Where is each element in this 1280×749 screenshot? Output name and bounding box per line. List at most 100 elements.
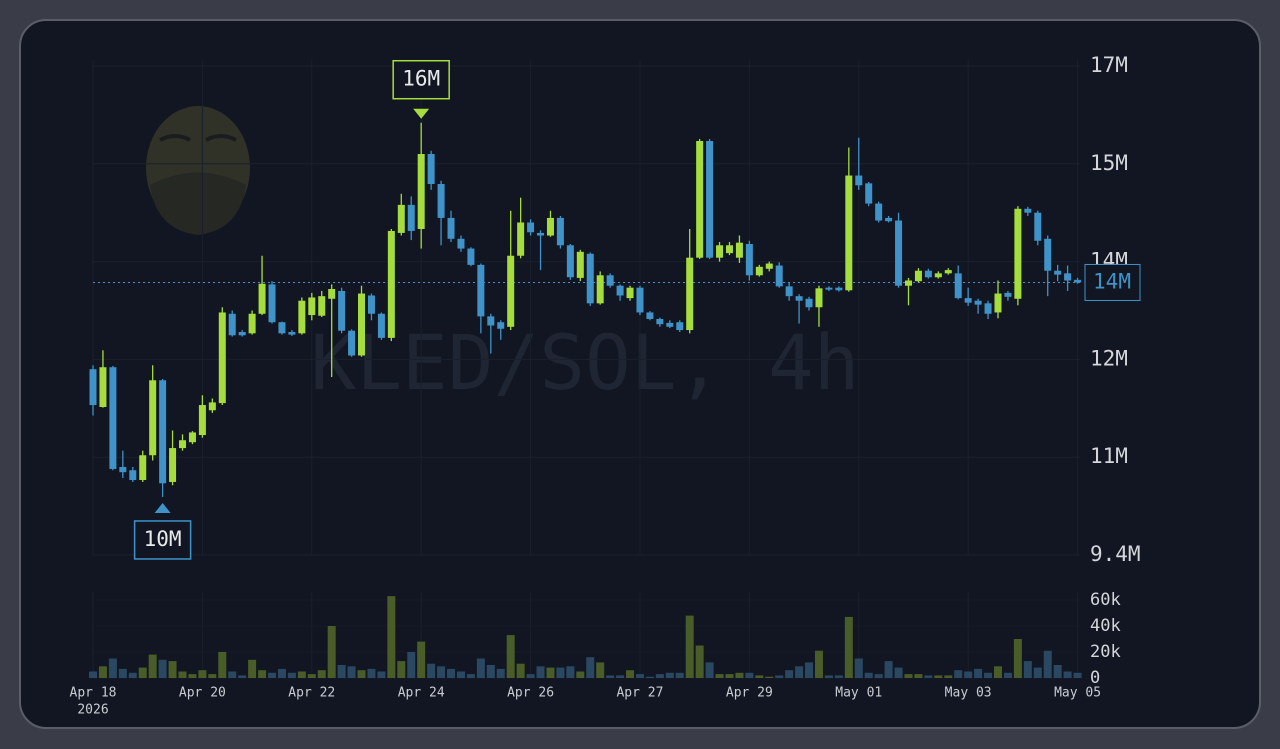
candle-body xyxy=(805,298,813,308)
volume-bar xyxy=(516,663,525,678)
volume-bar xyxy=(158,659,167,678)
volume-bar xyxy=(695,645,704,678)
candle-body xyxy=(626,287,634,299)
candle-body xyxy=(855,175,863,186)
candle-body xyxy=(706,140,714,258)
volume-bar xyxy=(108,658,117,678)
volume-bar xyxy=(1003,672,1012,678)
logo-eyes xyxy=(159,134,237,142)
y-tick-label: 9.4M xyxy=(1090,542,1141,566)
candle-body xyxy=(1004,292,1012,297)
candle-body xyxy=(427,154,435,185)
y-tick-label: 12M xyxy=(1090,346,1128,370)
volume-bar xyxy=(238,675,247,678)
candle-body xyxy=(129,470,137,481)
candle-body xyxy=(358,293,366,356)
candle-body xyxy=(298,300,306,334)
volume-bar xyxy=(924,675,933,678)
volume-bar xyxy=(347,666,356,678)
candle-body xyxy=(546,217,554,236)
candle-body xyxy=(696,140,704,258)
candle-body xyxy=(537,232,545,236)
x-tick-label: May 03 xyxy=(945,686,992,701)
volume-bar xyxy=(258,670,267,678)
volume-bar xyxy=(327,626,336,678)
candle-body xyxy=(248,313,256,334)
candle-body xyxy=(288,332,296,335)
candle-body xyxy=(755,266,763,276)
logo xyxy=(146,106,250,235)
volume-bar xyxy=(367,668,376,678)
volume-tick-label: 60k xyxy=(1090,590,1121,610)
candle-body xyxy=(159,380,167,484)
candle-body xyxy=(258,283,266,314)
candle-body xyxy=(387,230,395,338)
candle-body xyxy=(835,287,843,291)
volume-bar xyxy=(914,674,923,678)
candle-body xyxy=(268,284,276,323)
volume-bar xyxy=(208,674,217,678)
candle-body xyxy=(954,273,962,299)
volume-bar xyxy=(118,668,127,678)
candle-body xyxy=(179,440,187,449)
candle-body xyxy=(596,275,604,304)
candle-body xyxy=(278,322,286,334)
candle-body xyxy=(228,313,236,336)
volume-bar xyxy=(387,596,396,678)
candle-body xyxy=(785,286,793,297)
volume-bar xyxy=(665,672,674,678)
volume-bar xyxy=(934,675,943,678)
volume-bar xyxy=(635,674,644,678)
x-tick-label: Apr 24 xyxy=(398,686,445,701)
volume-bar xyxy=(486,665,495,678)
annotation-marker xyxy=(413,108,430,119)
volume-bar xyxy=(944,675,953,678)
volume-bar xyxy=(407,652,416,678)
y-tick-label: 17M xyxy=(1090,53,1128,77)
candle-body xyxy=(646,312,654,319)
volume-bar xyxy=(904,674,913,678)
x-tick-label: May 05 xyxy=(1054,686,1101,701)
candle-body xyxy=(1074,279,1082,283)
volume-bar xyxy=(795,666,804,678)
volume-bar xyxy=(685,615,694,678)
candle-body xyxy=(407,204,415,231)
volume-bar xyxy=(805,662,814,678)
x-tick-label: Apr 20 xyxy=(179,686,226,701)
volume-bar xyxy=(277,668,286,678)
candle-body xyxy=(825,287,833,290)
volume-bar xyxy=(417,641,426,678)
candle-body xyxy=(318,296,326,316)
volume-bar xyxy=(814,650,823,678)
volume-bar xyxy=(148,654,157,678)
volume-bar xyxy=(337,665,346,678)
watermark: KLED/SOL, 4h xyxy=(310,318,859,407)
volume-bar xyxy=(526,674,535,678)
candle-body xyxy=(99,367,107,407)
candle-body xyxy=(994,293,1002,313)
volume-bar xyxy=(984,672,993,678)
candle-body xyxy=(885,217,893,222)
candle-body xyxy=(169,448,177,482)
x-tick-label: Apr 22 xyxy=(288,686,335,701)
y-tick-label: 15M xyxy=(1090,151,1128,175)
x-tick-label: May 01 xyxy=(835,686,882,701)
volume-bar xyxy=(506,635,515,678)
candle-body xyxy=(188,432,196,443)
volume-bar xyxy=(128,672,137,678)
candle-body xyxy=(775,265,783,287)
candle-body xyxy=(984,303,992,314)
candle-body xyxy=(139,455,147,481)
volume-bar xyxy=(297,671,306,678)
volume-bar xyxy=(228,671,237,678)
volume-bar xyxy=(626,670,635,678)
candle-body xyxy=(1034,212,1042,241)
volume-bar xyxy=(427,663,436,678)
volume-bar xyxy=(1063,671,1072,678)
volume-bar xyxy=(357,670,366,678)
candle-body xyxy=(367,295,375,314)
volume-bar xyxy=(755,675,764,678)
volume-bar xyxy=(1013,639,1022,678)
year-label: 2026 xyxy=(77,703,108,718)
annotation-box xyxy=(133,520,192,560)
